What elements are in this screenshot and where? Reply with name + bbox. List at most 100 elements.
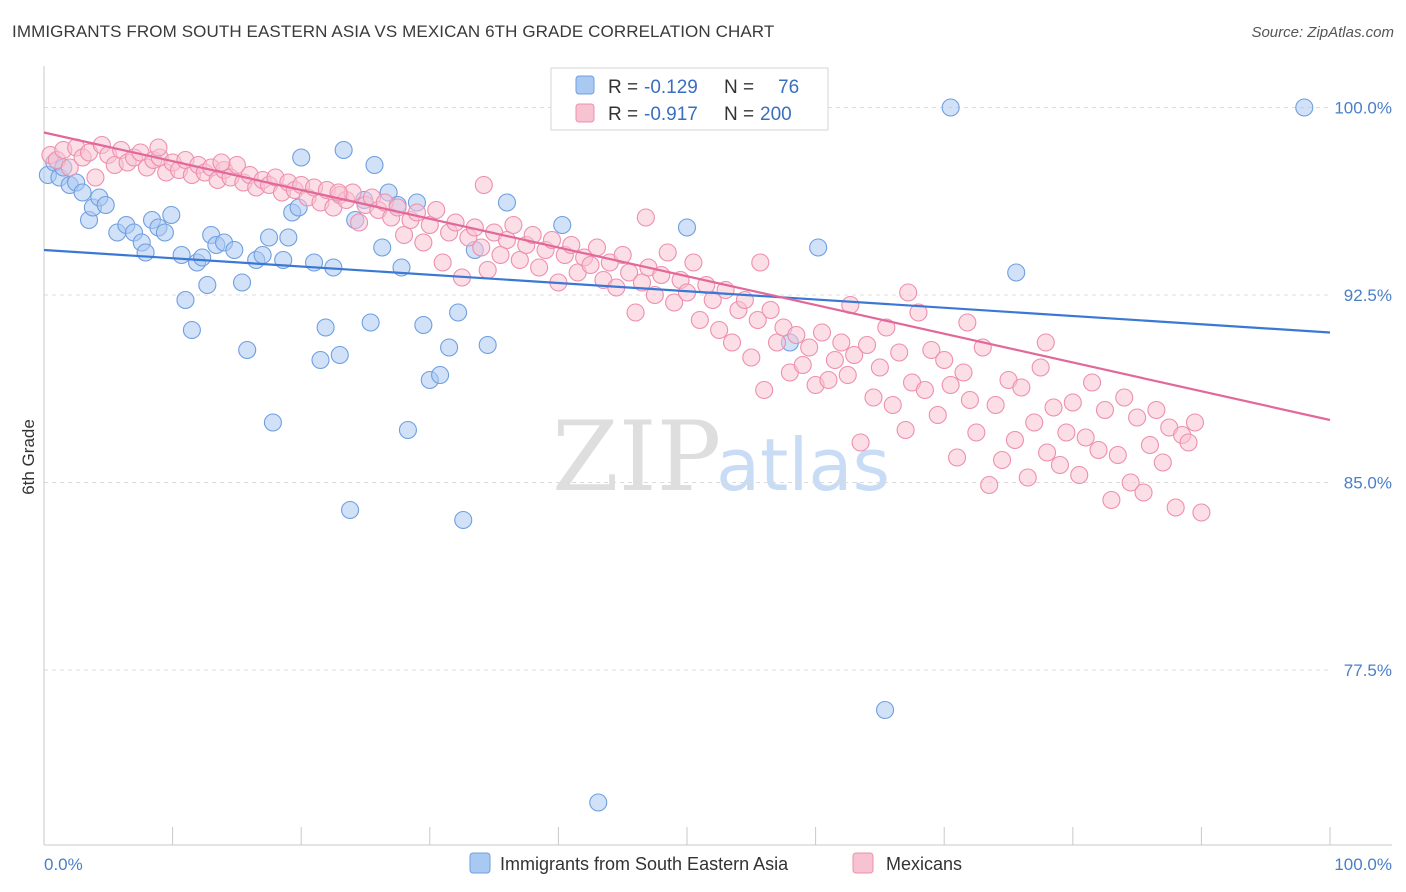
point-blue-30 [232,273,252,292]
point-pink-84 [581,255,600,275]
point-pink-184 [636,208,655,227]
point-pink-151 [1012,378,1031,397]
trend-lines [43,131,1331,422]
source-label: Source: ZipAtlas.com [1251,24,1394,41]
point-pink-133 [896,420,915,440]
point-pink-130 [877,318,896,337]
point-pink-177 [1179,433,1198,452]
point-pink-124 [838,365,857,385]
point-pink-189 [1036,333,1055,352]
point-blue-34 [259,228,279,247]
point-pink-96 [658,243,677,262]
point-blue-37 [279,228,298,247]
point-blue-72 [875,700,895,720]
point-pink-139 [935,350,954,370]
bottom-legend-swatch-pink [852,852,874,874]
trend-line-blue [43,248,1331,334]
point-pink-167 [1115,388,1134,407]
gridlines [44,107,1332,671]
point-pink-155 [1038,443,1057,462]
legend-r-value-1: -0.129 [644,77,698,98]
point-blue-45 [330,345,349,365]
point-pink-117 [793,355,812,375]
point-pink-168 [1121,473,1140,492]
point-pink-141 [948,448,967,467]
legend-r-label-1: R = [608,77,638,98]
point-blue-68 [589,793,608,812]
legend-swatch-blue [575,75,595,95]
point-blue-29 [225,240,244,260]
point-blue-19 [162,205,181,225]
y-tick-label-1: 92.5% [1344,286,1392,305]
point-blue-6 [73,183,92,202]
legend-n-label-1: N = [724,77,754,98]
point-blue-62 [449,303,468,322]
point-pink-94 [645,285,664,305]
point-pink-48 [350,213,369,232]
point-blue-67 [553,215,572,235]
point-pink-178 [1185,413,1205,432]
point-blue-73 [941,98,960,117]
point-pink-70 [491,245,510,265]
point-blue-43 [316,318,335,337]
y-tick-labels: 100.0% 92.5% 85.0% 77.5% [1334,99,1392,681]
bottom-legend-label-blue: Immigrants from South Eastern Asia [500,854,789,874]
point-pink-175 [1166,498,1185,517]
point-pink-159 [1063,393,1082,412]
point-blue-75 [1295,98,1314,117]
point-blue-61 [440,338,459,357]
point-pink-126 [851,433,870,452]
point-blue-31 [238,340,257,360]
point-pink-120 [812,323,832,342]
trend-line-pink [43,131,1331,422]
point-pink-104 [710,320,729,340]
point-pink-187 [899,283,918,302]
point-pink-75 [523,225,542,245]
point-pink-122 [825,350,844,370]
point-pink-171 [1140,435,1160,455]
point-pink-153 [1025,413,1044,432]
point-pink-3 [60,158,79,177]
point-pink-57 [407,203,426,222]
point-blue-74 [1007,263,1026,282]
point-blue-47 [341,500,360,520]
point-pink-179 [1192,503,1211,522]
point-pink-138 [928,405,947,425]
point-pink-97 [665,293,684,312]
point-blue-15 [136,243,155,262]
point-pink-89 [613,245,632,265]
point-pink-110 [748,310,767,330]
point-pink-61 [433,253,452,272]
point-blue-35 [263,413,282,432]
point-pink-121 [819,370,838,390]
point-blue-50 [361,313,380,332]
point-pink-162 [1083,373,1102,392]
point-pink-68 [478,260,497,280]
bottom-legend-swatch-blue [469,852,491,874]
point-pink-165 [1102,490,1121,510]
point-pink-180 [149,138,168,157]
point-pink-7 [86,168,105,187]
point-blue-56 [398,420,417,440]
series-pink-points [41,135,1211,522]
point-pink-123 [832,333,851,352]
point-pink-128 [864,388,883,407]
y-tick-label-2: 85.0% [1344,474,1392,493]
point-pink-127 [857,335,877,355]
point-pink-148 [993,450,1012,470]
point-blue-21 [176,290,195,310]
point-pink-58 [414,233,433,252]
x-tick-label-0: 0.0% [44,855,83,874]
point-pink-85 [587,238,607,257]
point-blue-51 [365,155,384,175]
point-pink-72 [504,215,523,235]
bottom-legend-label-pink: Mexicans [886,854,962,874]
point-blue-25 [198,275,217,295]
point-blue-42 [311,350,330,370]
point-pink-146 [980,475,999,495]
point-pink-76 [530,258,549,277]
point-pink-156 [1044,398,1063,417]
point-pink-152 [1018,468,1037,487]
point-pink-163 [1089,440,1108,460]
point-pink-158 [1057,423,1076,442]
